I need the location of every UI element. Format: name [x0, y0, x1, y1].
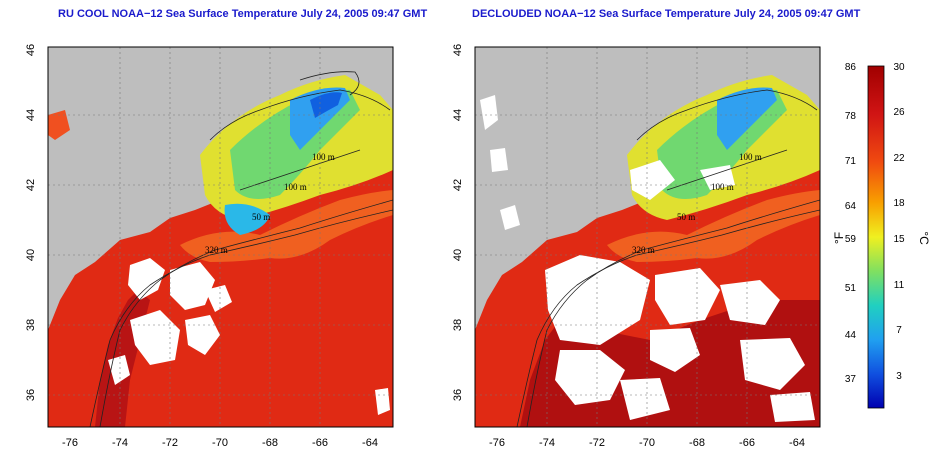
y-tick-label: 40 [452, 249, 464, 261]
left-grid [48, 47, 393, 427]
f-tick-label: 44 [845, 330, 857, 341]
y-tick-label: 42 [452, 179, 464, 191]
cloud-mask [480, 95, 815, 422]
f-tick-label: 86 [845, 62, 857, 73]
f-tick-label: 37 [845, 374, 857, 385]
c-tick-label: 11 [894, 280, 905, 291]
y-tick-label: 36 [452, 389, 464, 401]
gulf-stream-band [180, 190, 393, 262]
f-tick-label: 51 [845, 283, 857, 294]
c-tick-label: 18 [893, 198, 905, 209]
y-tick-label: 38 [452, 319, 464, 331]
left-map-frame [47, 46, 394, 428]
x-tick-label: -68 [262, 437, 278, 449]
x-tick-label: -66 [739, 437, 755, 449]
x-tick-label: -76 [489, 437, 505, 449]
left-panel-title: RU COOL NOAA−12 Sea Surface Temperature … [58, 8, 428, 20]
right-panel-title: DECLOUDED NOAA−12 Sea Surface Temperatur… [472, 8, 861, 20]
c-tick-label: 26 [893, 107, 905, 118]
f-tick-label: 59 [845, 234, 857, 245]
contour-label: 50 m [252, 212, 270, 222]
colorbar-f-ticks: 86 78 71 64 59 51 44 37 [845, 62, 857, 385]
contour-label: 100 m [711, 182, 734, 192]
f-tick-label: 78 [845, 111, 857, 122]
left-map: 100 m 100 m 50 m 320 m [48, 47, 393, 427]
x-tick-label: -68 [689, 437, 705, 449]
x-tick-label: -64 [789, 437, 805, 449]
georges-blue [224, 203, 270, 235]
x-tick-label: -70 [212, 437, 228, 449]
y-tick-label: 40 [25, 249, 37, 261]
left-edge-warm [48, 110, 70, 140]
x-tick-label: -64 [362, 437, 378, 449]
x-tick-label: -72 [162, 437, 178, 449]
right-grid [475, 47, 820, 427]
x-tick-label: -76 [62, 437, 78, 449]
right-x-ticks: -76 -74 -72 -70 -68 -66 -64 [489, 437, 805, 449]
f-tick-label: 64 [845, 201, 857, 212]
y-tick-label: 44 [452, 109, 464, 121]
colorbar [867, 65, 885, 409]
cloud-patches [108, 258, 390, 415]
x-tick-label: -66 [312, 437, 328, 449]
c-tick-label: 30 [893, 62, 905, 73]
contour-label: 100 m [312, 152, 335, 162]
f-tick-label: 71 [845, 156, 857, 167]
c-tick-label: 15 [893, 234, 905, 245]
right-y-ticks: 46 44 42 40 38 36 [452, 44, 464, 401]
contour-label: 100 m [284, 182, 307, 192]
left-x-ticks: -76 -74 -72 -70 -68 -66 -64 [62, 437, 378, 449]
cold-core-blue [310, 92, 342, 118]
y-tick-label: 38 [25, 319, 37, 331]
gulf-stream-band [607, 190, 820, 262]
left-y-ticks: 46 44 42 40 38 36 [25, 44, 37, 401]
y-tick-label: 44 [25, 109, 37, 121]
x-tick-label: -74 [539, 437, 555, 449]
colorbar-c-ticks: 30 26 22 18 15 11 7 3 [893, 62, 905, 382]
contour-label: 50 m [677, 212, 695, 222]
bathymetry-contours [516, 89, 820, 427]
contour-label: 100 m [739, 152, 762, 162]
c-tick-label: 3 [896, 371, 902, 382]
c-tick-label: 7 [896, 325, 902, 336]
celsius-unit: °C [917, 231, 931, 245]
y-tick-label: 46 [25, 44, 37, 56]
fahrenheit-unit: °F [832, 232, 846, 244]
x-tick-label: -70 [639, 437, 655, 449]
right-map-frame [474, 46, 821, 428]
bathymetry-contours [89, 71, 393, 427]
y-tick-label: 36 [25, 389, 37, 401]
right-map: 100 m 100 m 50 m 320 m [475, 47, 820, 427]
contour-label: 320 m [205, 245, 228, 255]
y-tick-label: 46 [452, 44, 464, 56]
contour-label: 320 m [632, 245, 655, 255]
y-tick-label: 42 [25, 179, 37, 191]
x-tick-label: -74 [112, 437, 128, 449]
c-tick-label: 22 [893, 153, 905, 164]
x-tick-label: -72 [589, 437, 605, 449]
